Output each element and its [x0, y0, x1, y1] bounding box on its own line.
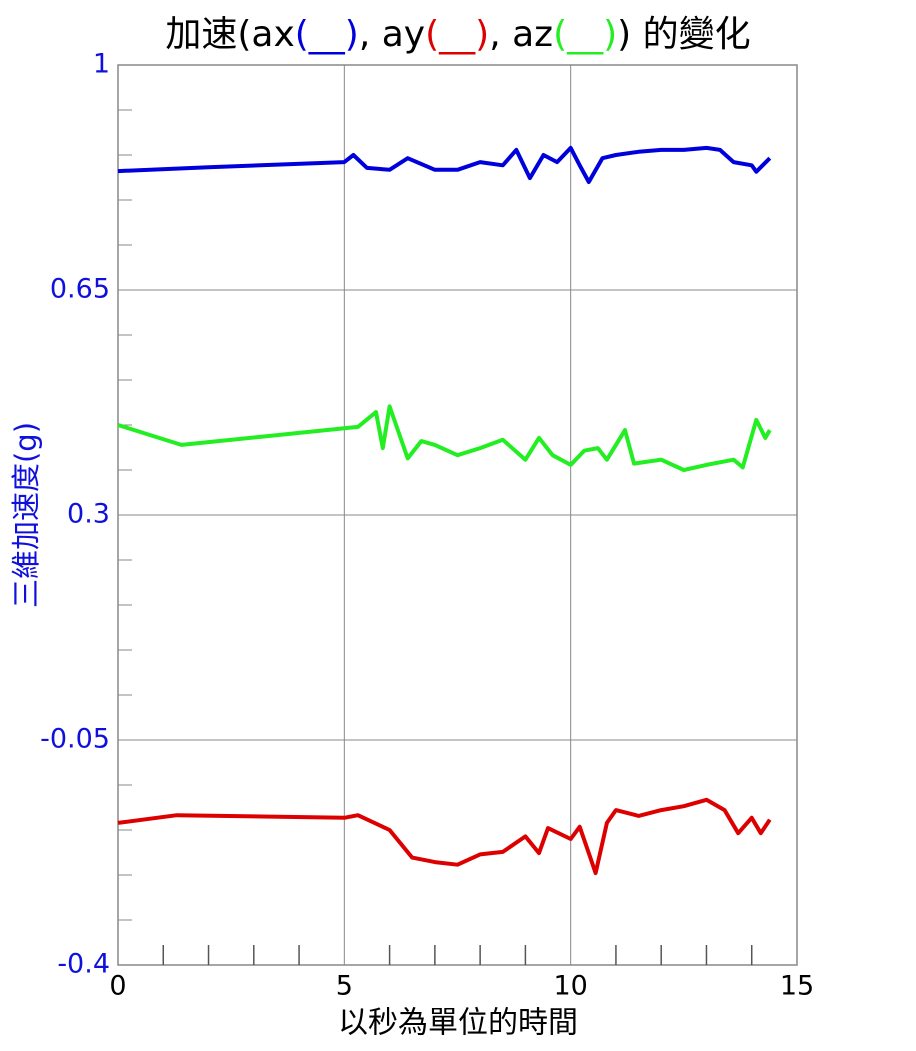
title-part: (__): [425, 14, 489, 55]
title-part: (__): [553, 14, 617, 55]
data-line: [117, 404, 772, 472]
title-part: ) 的變化: [617, 14, 751, 55]
data-line: [117, 797, 772, 876]
y-tick-label: 0.3: [67, 499, 110, 530]
title-part: , ay: [359, 14, 425, 55]
data-line: [117, 145, 772, 184]
x-tick-label: 15: [780, 971, 814, 1002]
y-tick-label: -0.4: [57, 949, 110, 980]
x-axis-label: 以秒為單位的時間: [338, 1006, 578, 1041]
title-part: , az: [489, 14, 553, 55]
title-part: 加速(ax: [165, 14, 294, 55]
x-tick-label: 5: [336, 971, 353, 1002]
chart-title: 加速(ax(__), ay(__), az(__)) 的變化: [165, 14, 750, 55]
title-part: (__): [295, 14, 359, 55]
y-tick-label: -0.05: [40, 724, 110, 755]
y-tick-label: 1: [93, 49, 110, 80]
y-tick-label: 0.65: [50, 274, 110, 305]
y-axis-label: 三維加速度(g): [9, 422, 43, 608]
x-tick-label: 0: [109, 971, 126, 1002]
x-tick-label: 10: [553, 971, 587, 1002]
